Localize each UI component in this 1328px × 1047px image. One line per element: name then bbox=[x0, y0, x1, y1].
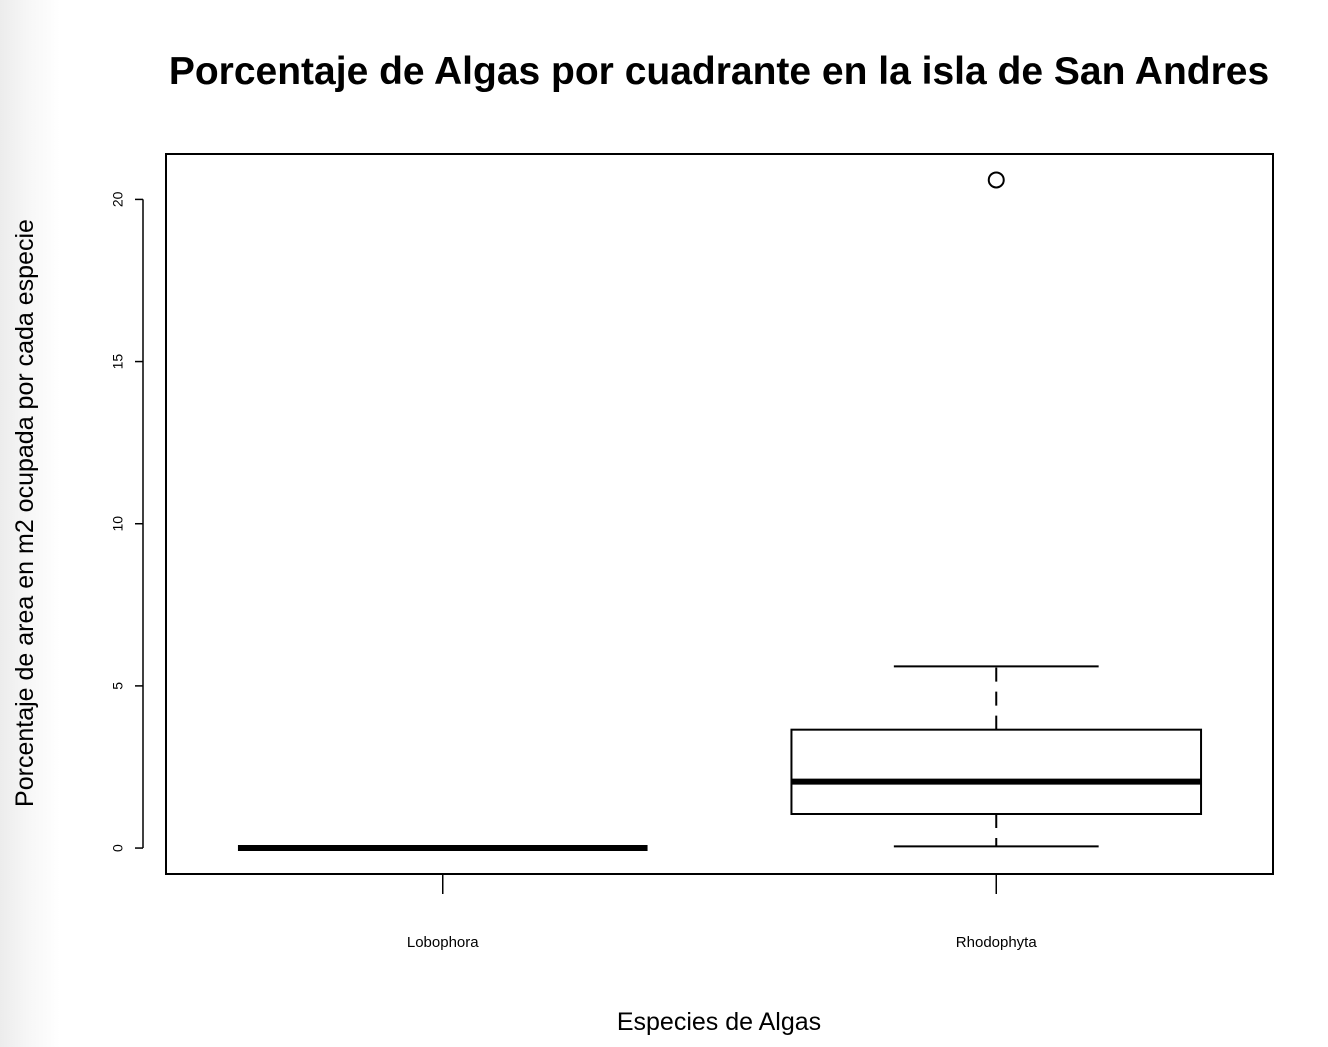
chart-title: Porcentaje de Algas por cuadrante en la … bbox=[169, 50, 1269, 93]
y-tick-label: 5 bbox=[110, 682, 126, 690]
x-axis-label: Especies de Algas bbox=[617, 1008, 821, 1036]
y-tick-label: 0 bbox=[110, 844, 126, 852]
box-rhodophyta bbox=[790, 171, 1203, 848]
y-axis: 0 5 10 15 20 bbox=[110, 191, 144, 852]
y-tick-label: 10 bbox=[110, 516, 126, 532]
iqr-box bbox=[790, 728, 1203, 815]
y-tick-label: 15 bbox=[110, 354, 126, 370]
y-axis-label: Porcentaje de area en m2 ocupada por cad… bbox=[11, 219, 39, 807]
outlier-point bbox=[987, 171, 1005, 189]
plot-frame bbox=[165, 153, 1274, 875]
x-axis: Lobophora Rhodophyta bbox=[407, 874, 1037, 951]
y-tick-label: 20 bbox=[110, 191, 126, 207]
x-tick-label: Lobophora bbox=[407, 934, 479, 951]
boxes-group bbox=[237, 171, 1203, 852]
x-tick-label: Rhodophyta bbox=[956, 934, 1038, 951]
